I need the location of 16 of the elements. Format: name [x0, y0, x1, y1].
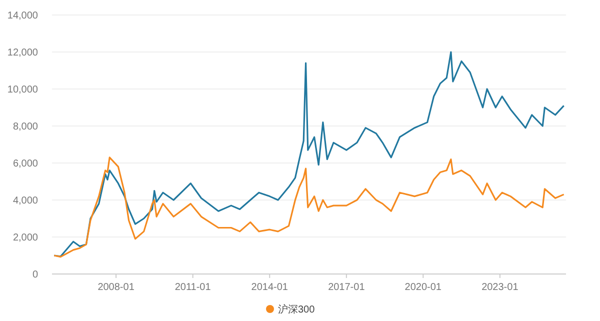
x-tick-label: 2017-01: [328, 282, 366, 293]
y-tick-label: 10,000: [7, 84, 38, 96]
legend-label: 沪深300: [278, 304, 316, 316]
x-tick-label: 2011-01: [174, 282, 212, 293]
y-tick-label: 4,000: [12, 196, 38, 206]
y-tick-label: 8,000: [12, 122, 38, 132]
y-tick-label: 2,000: [12, 232, 38, 244]
x-tick-label: 2008-01: [98, 282, 135, 293]
y-tick-label: 6,000: [12, 158, 38, 170]
y-tick-label: 14,000: [7, 10, 38, 22]
x-tick-label: 2020-01: [404, 282, 442, 293]
y-tick-label: 12,000: [7, 48, 38, 58]
x-tick-label: 2014-01: [251, 282, 288, 293]
x-tick-label: 2023-01: [482, 282, 519, 293]
y-tick-label: 0: [32, 270, 38, 280]
line-series: [53, 156, 565, 258]
